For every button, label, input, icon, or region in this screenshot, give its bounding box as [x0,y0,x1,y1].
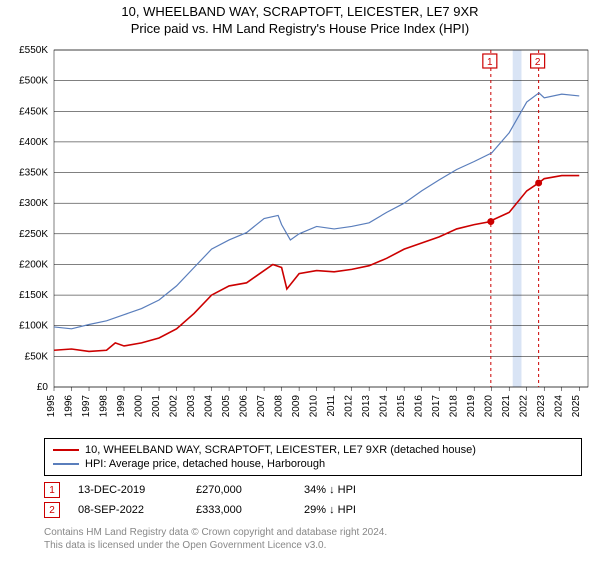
page-subtitle: Price paid vs. HM Land Registry's House … [0,21,600,36]
x-tick-label: 2003 [186,395,197,418]
legend-label: HPI: Average price, detached house, Harb… [85,458,325,470]
series-hpi [54,93,579,329]
x-tick-label: 2021 [501,395,512,418]
x-tick-label: 2012 [344,395,355,418]
x-tick-label: 2001 [151,395,162,418]
x-tick-label: 2013 [361,395,372,418]
series-price_paid [54,176,579,352]
x-tick-label: 2002 [169,395,180,418]
x-tick-label: 2017 [431,395,442,418]
marker-price: £270,000 [196,484,286,496]
x-tick-label: 2023 [536,395,547,418]
page-title: 10, WHEELBAND WAY, SCRAPTOFT, LEICESTER,… [0,4,600,19]
y-tick-label: £400K [19,137,48,148]
x-tick-label: 2019 [466,395,477,418]
x-tick-label: 2020 [484,395,495,418]
marker-delta: 34% ↓ HPI [304,484,356,496]
x-tick-label: 2007 [256,395,267,418]
x-tick-label: 2000 [134,395,145,418]
marker-badge: 1 [44,482,60,498]
marker-row: 2 08-SEP-2022 £333,000 29% ↓ HPI [44,500,582,520]
marker-table: 1 13-DEC-2019 £270,000 34% ↓ HPI 2 08-SEP-202… [44,480,582,520]
x-tick-label: 2008 [274,395,285,418]
marker-row: 1 13-DEC-2019 £270,000 34% ↓ HPI [44,480,582,500]
y-tick-label: £300K [19,198,48,209]
legend-row: HPI: Average price, detached house, Harb… [53,457,573,471]
x-tick-label: 1998 [99,395,110,418]
x-tick-label: 2011 [326,395,337,417]
legend-row: 10, WHEELBAND WAY, SCRAPTOFT, LEICESTER,… [53,443,573,457]
y-tick-label: £450K [19,106,48,117]
marker-price: £333,000 [196,504,286,516]
y-tick-label: £500K [19,76,48,87]
x-tick-label: 2010 [309,395,320,418]
y-tick-label: £250K [19,229,48,240]
price-chart: £0 £50K £100K £150K £200K £250K £300K £350K £400… [0,42,600,432]
legend-label: 10, WHEELBAND WAY, SCRAPTOFT, LEICESTER,… [85,444,476,456]
x-tick-label: 2018 [449,395,460,418]
x-tick-label: 2004 [204,395,215,418]
chart-svg: £0 £50K £100K £150K £200K £250K £300K £350K £400… [0,42,600,432]
x-tick-label: 2014 [379,395,390,418]
x-tick-label: 1999 [116,395,127,418]
marker-date: 08-SEP-2022 [78,504,178,516]
footer-line1: Contains HM Land Registry data © Crown c… [44,526,582,539]
y-tick-label: £550K [19,45,48,56]
x-tick-label: 2022 [519,395,530,418]
x-tick-label: 1995 [46,395,57,418]
x-tick-label: 2016 [414,395,425,418]
y-tick-label: £150K [19,290,48,301]
x-tick-label: 2005 [221,395,232,418]
marker-delta: 29% ↓ HPI [304,504,356,516]
series-marker [535,179,542,186]
event-badge-label: 2 [535,57,541,68]
x-tick-label: 2024 [554,395,565,418]
legend: 10, WHEELBAND WAY, SCRAPTOFT, LEICESTER,… [44,438,582,476]
y-tick-label: £350K [19,168,48,179]
x-tick-label: 1997 [81,395,92,418]
covid-band [513,50,522,387]
x-tick-label: 1996 [64,395,75,418]
legend-swatch [53,463,79,465]
y-tick-label: £50K [25,351,49,362]
x-tick-label: 2009 [291,395,302,418]
x-tick-label: 2006 [239,395,250,418]
y-tick-label: £0 [37,382,49,393]
footer-line2: This data is licensed under the Open Gov… [44,539,582,552]
x-tick-label: 2015 [396,395,407,418]
marker-badge: 2 [44,502,60,518]
plot-border [54,50,588,387]
event-badge-label: 1 [487,57,493,68]
marker-date: 13-DEC-2019 [78,484,178,496]
y-tick-label: £100K [19,321,48,332]
x-tick-label: 2025 [571,395,582,418]
series-marker [487,218,494,225]
footer: Contains HM Land Registry data © Crown c… [44,526,582,552]
y-tick-label: £200K [19,259,48,270]
legend-swatch [53,449,79,451]
